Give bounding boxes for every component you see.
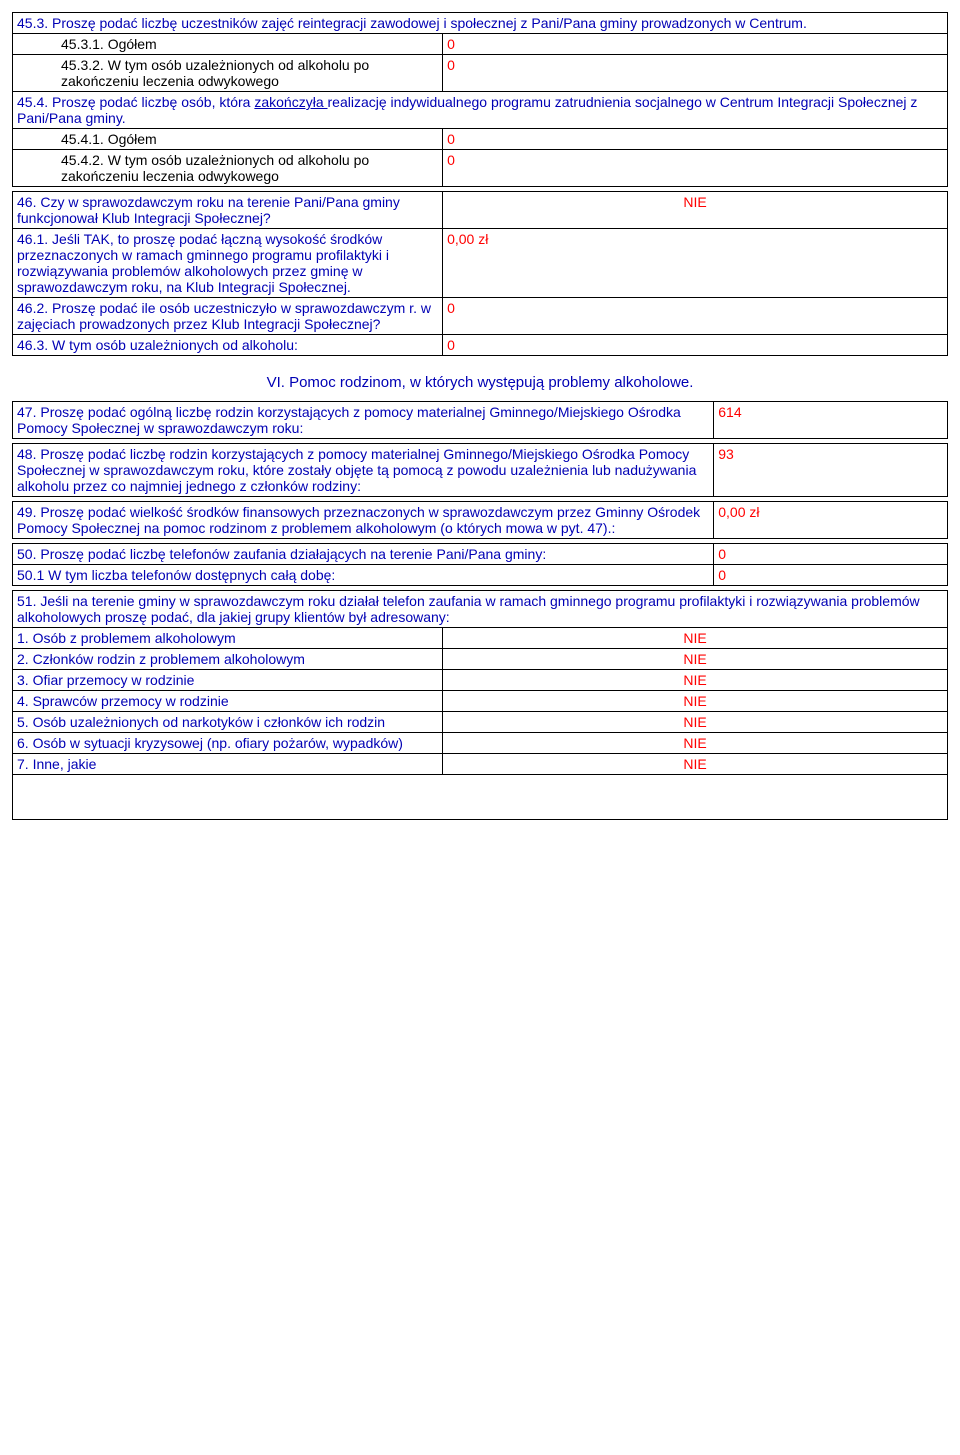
q51-row-5-value: NIE: [443, 712, 948, 733]
table-46: 46. Czy w sprawozdawczym roku na terenie…: [12, 191, 948, 356]
q46-3-value: 0: [443, 335, 948, 356]
q45-3-1-label: 45.3.1. Ogółem: [13, 34, 443, 55]
table-47: 47. Proszę podać ogólną liczbę rodzin ko…: [12, 401, 948, 439]
table-51: 51. Jeśli na terenie gminy w sprawozdawc…: [12, 590, 948, 820]
q45-4-1-value: 0: [443, 129, 948, 150]
q48-question: 48. Proszę podać liczbę rodzin korzystaj…: [13, 444, 714, 497]
q47-answer: 614: [714, 402, 948, 439]
q51-row-3-value: NIE: [443, 670, 948, 691]
q51-row-1-label: 1. Osób z problemem alkoholowym: [13, 628, 443, 649]
q51-row-6-label: 6. Osób w sytuacji kryzysowej (np. ofiar…: [13, 733, 443, 754]
q46-2-value: 0: [443, 298, 948, 335]
q46-question: 46. Czy w sprawozdawczym roku na terenie…: [13, 192, 443, 229]
q46-2-label: 46.2. Proszę podać ile osób uczestniczył…: [13, 298, 443, 335]
q51-row-2-label: 2. Członków rodzin z problemem alkoholow…: [13, 649, 443, 670]
q46-3-label: 46.3. W tym osób uzależnionych od alkoho…: [13, 335, 443, 356]
q50-1-answer: 0: [714, 565, 948, 586]
q51-row-4-value: NIE: [443, 691, 948, 712]
q51-row-7-value: NIE: [443, 754, 948, 775]
q51-row-2-value: NIE: [443, 649, 948, 670]
q48-answer: 93: [714, 444, 948, 497]
q46-1-value: 0,00 zł: [443, 229, 948, 298]
q50-question: 50. Proszę podać liczbę telefonów zaufan…: [13, 544, 714, 565]
q45-3-2-label: 45.3.2. W tym osób uzależnionych od alko…: [13, 55, 443, 92]
q51-row-5-label: 5. Osób uzależnionych od narkotyków i cz…: [13, 712, 443, 733]
q45-3-1-value: 0: [443, 34, 948, 55]
q46-answer: NIE: [443, 192, 948, 229]
q45-4-1-label: 45.4.1. Ogółem: [13, 129, 443, 150]
q45-3-header: 45.3. Proszę podać liczbę uczestników za…: [13, 13, 948, 34]
q45-4-2-label: 45.4.2. W tym osób uzależnionych od alko…: [13, 150, 443, 187]
table-49: 49. Proszę podać wielkość środków finans…: [12, 501, 948, 539]
q45-4-header-pre: 45.4. Proszę podać liczbę osób, która: [17, 94, 254, 110]
q45-4-header-ul: zakończyła: [254, 94, 327, 110]
q45-3-2-value: 0: [443, 55, 948, 92]
q51-row-3-label: 3. Ofiar przemocy w rodzinie: [13, 670, 443, 691]
q51-row-6-value: NIE: [443, 733, 948, 754]
q50-answer: 0: [714, 544, 948, 565]
q49-answer: 0,00 zł: [714, 502, 948, 539]
q51-header: 51. Jeśli na terenie gminy w sprawozdawc…: [13, 591, 948, 628]
q51-row-4-label: 4. Sprawców przemocy w rodzinie: [13, 691, 443, 712]
q51-row-7-label: 7. Inne, jakie: [13, 754, 443, 775]
q45-4-2-value: 0: [443, 150, 948, 187]
table-48: 48. Proszę podać liczbę rodzin korzystaj…: [12, 443, 948, 497]
q45-4-header: 45.4. Proszę podać liczbę osób, która za…: [13, 92, 948, 129]
section-vi-title: VI. Pomoc rodzinom, w których występują …: [12, 360, 948, 401]
table-45-3: 45.3. Proszę podać liczbę uczestników za…: [12, 12, 948, 187]
q50-1-question: 50.1 W tym liczba telefonów dostępnych c…: [13, 565, 714, 586]
q51-row-1-value: NIE: [443, 628, 948, 649]
q47-question: 47. Proszę podać ogólną liczbę rodzin ko…: [13, 402, 714, 439]
q51-spacer: [13, 775, 948, 820]
q49-question: 49. Proszę podać wielkość środków finans…: [13, 502, 714, 539]
table-50: 50. Proszę podać liczbę telefonów zaufan…: [12, 543, 948, 586]
q46-1-label: 46.1. Jeśli TAK, to proszę podać łączną …: [13, 229, 443, 298]
